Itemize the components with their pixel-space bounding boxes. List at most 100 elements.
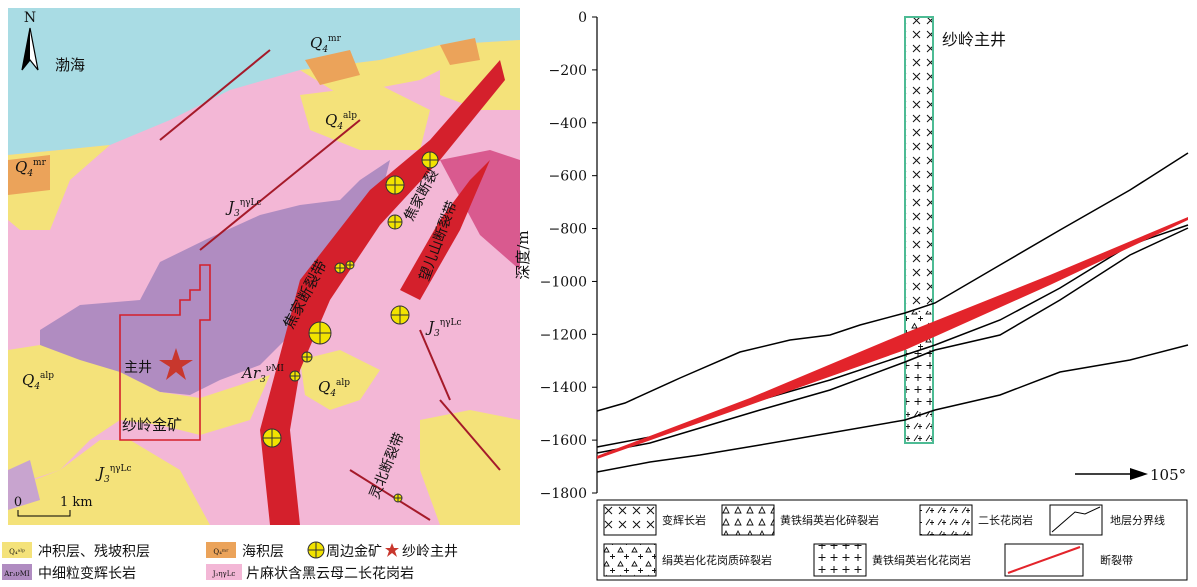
well	[904, 16, 934, 444]
map-legend: Q₄ᵃˡᵖ 冲积层、残坡积层 Q₄ᵐʳ 海积层 周边金矿 纱岭主井 Ar₃νMI…	[2, 541, 458, 582]
map: N 渤海 0 1 km Q4mrQ4alpQ4mrJ3ηγLcJ3ηγLcAr3…	[8, 8, 520, 525]
unit-sup: alp	[343, 111, 357, 121]
direction-arrowhead	[1130, 468, 1148, 480]
well-gabbro	[905, 17, 933, 312]
legend-boundary	[1051, 506, 1101, 533]
gold-deposits	[262, 151, 439, 503]
unit-label: Q4alp	[22, 371, 54, 392]
scale-label: 1 km	[60, 495, 93, 510]
yellow-area	[8, 345, 270, 485]
y-tick-label: −600	[549, 169, 587, 185]
y-tick-label: −1000	[540, 274, 587, 290]
legend-swatch	[206, 542, 236, 558]
orange-area	[305, 50, 360, 85]
legend-text: 纱岭主井	[402, 544, 458, 560]
orange-area	[8, 155, 50, 195]
mine-label: 纱岭金矿	[122, 416, 182, 434]
unit-base: Q	[318, 378, 330, 396]
legend-text: 绢英岩化花岗质碎裂岩	[662, 553, 772, 567]
y-tick-label: −400	[549, 116, 587, 132]
scale-label: 0	[14, 495, 22, 510]
legend-text: 周边金矿	[326, 544, 382, 560]
gold-deposit-cross	[394, 494, 402, 502]
unit-sup: alp	[40, 371, 54, 381]
unit-label: Ar3νMI	[240, 364, 284, 385]
yellow-area	[8, 440, 210, 525]
unit-label: J3ηγLc	[425, 318, 462, 339]
unit-sub: 4	[321, 45, 328, 55]
gold-deposit-cross	[290, 371, 300, 381]
unit-base: Q	[325, 111, 337, 129]
legend-fault	[1007, 546, 1081, 574]
legend-box	[1049, 504, 1103, 536]
gold-deposit-cross	[335, 263, 345, 273]
legend-swatch-label: Q₄ᵃˡᵖ	[9, 548, 25, 556]
main-shaft-star	[159, 348, 193, 380]
unit-sup: ηγLc	[110, 464, 132, 474]
north-arrow-fill	[22, 28, 30, 70]
gold-deposit-cross	[302, 352, 312, 362]
y-tick-label: −1400	[540, 380, 587, 396]
mine-boundary	[119, 264, 211, 441]
dark-pink-area	[440, 150, 520, 270]
gold-deposit-cross	[263, 429, 281, 447]
legend-text: 断裂带	[1100, 553, 1133, 567]
unit-base: Ar	[240, 364, 261, 382]
gold-deposit-cross	[346, 261, 354, 269]
scale-bar	[17, 510, 71, 517]
fault-zone	[400, 160, 490, 300]
unit-label: J3ηγLc	[95, 464, 132, 485]
legend-box	[813, 543, 867, 577]
unit-sub: 4	[33, 382, 40, 392]
yellow-area	[300, 45, 470, 95]
legend-text: 变辉长岩	[662, 513, 706, 527]
shaft-label: 主井	[124, 360, 152, 376]
fault-band	[597, 217, 1188, 459]
gold-deposit-cross	[309, 322, 331, 344]
gold-deposit-cross	[391, 306, 409, 324]
y-tick-label: −1600	[540, 433, 587, 449]
legend-box	[603, 504, 657, 536]
well-granite	[905, 350, 933, 410]
y-axis-label: 深度/m	[514, 230, 532, 279]
y-tick-label: −1200	[540, 327, 587, 343]
unit-label: Q4mr	[15, 158, 47, 179]
legend-swatch	[2, 564, 32, 580]
y-tick-label: −1800	[540, 486, 587, 502]
legend-text: 片麻状含黑云母二长花岗岩	[246, 566, 414, 582]
boundary	[596, 227, 1189, 454]
legend-box	[721, 504, 775, 536]
unit-sup: ηγLc	[440, 318, 462, 328]
unit-sub: 3	[434, 329, 440, 339]
gold-deposit-cross	[388, 215, 402, 229]
legend-box	[603, 543, 657, 577]
legend-frame	[596, 499, 1188, 581]
legend-swatch-label: J₃ηγLc	[212, 570, 236, 578]
y-tick-label: −800	[549, 222, 587, 238]
unit-label: Q4alp	[318, 378, 350, 399]
unit-sub: 3	[104, 475, 110, 485]
legend-swatch-label: Q₄ᵐʳ	[213, 548, 229, 556]
unit-sup: mr	[328, 34, 342, 44]
unit-base: J	[425, 318, 435, 336]
north-label: N	[24, 10, 36, 26]
legend-text: 黄铁绢英岩化花岗岩	[872, 553, 971, 567]
direction-label: 105°	[1150, 466, 1186, 484]
legend-text: 海积层	[242, 544, 284, 560]
unit-label: J3ηγLc	[225, 198, 262, 219]
purple-area	[40, 160, 390, 395]
unit-sub: 4	[336, 122, 343, 132]
yellow-area	[300, 85, 430, 150]
well-label: 纱岭主井	[942, 30, 1006, 49]
yellow-area	[420, 410, 520, 525]
legend-swatch	[206, 564, 242, 580]
unit-sup: ηγLc	[240, 198, 262, 208]
y-tick-label: 0	[578, 10, 587, 26]
unit-sub: 3	[260, 375, 266, 385]
legend-text: 地层分界线	[1110, 513, 1165, 527]
fault-zone	[260, 60, 505, 525]
unit-sup: mr	[33, 158, 47, 168]
sea	[8, 8, 520, 155]
